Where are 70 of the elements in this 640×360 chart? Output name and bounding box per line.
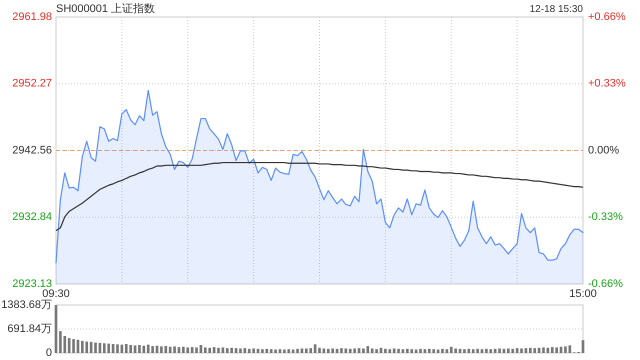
bar bbox=[432, 349, 435, 353]
bar bbox=[195, 347, 198, 353]
line-series bbox=[55, 162, 584, 232]
bar bbox=[326, 348, 330, 353]
bar bbox=[107, 344, 110, 353]
bar bbox=[468, 348, 470, 353]
y2-tick-label: +0.66% bbox=[588, 10, 626, 23]
chart-subtitle: 12-18 15:30 bbox=[530, 4, 584, 15]
bar bbox=[178, 347, 180, 353]
bar bbox=[410, 349, 414, 353]
bar bbox=[278, 349, 282, 353]
y2-tick-label: +0.33% bbox=[588, 78, 626, 90]
y-tick-label: 691.84万 bbox=[7, 322, 52, 335]
bar bbox=[156, 346, 158, 353]
bar bbox=[204, 347, 207, 353]
bar bbox=[380, 348, 382, 353]
bar bbox=[287, 349, 290, 353]
bar bbox=[348, 348, 352, 353]
bar bbox=[489, 349, 492, 353]
bar bbox=[480, 349, 484, 353]
bar bbox=[186, 347, 190, 353]
bar bbox=[582, 340, 584, 353]
bar bbox=[248, 348, 251, 353]
bar bbox=[520, 348, 523, 353]
y-tick-label: 2932.84 bbox=[12, 211, 52, 224]
bar bbox=[441, 348, 444, 353]
bar bbox=[366, 346, 370, 353]
bar bbox=[124, 344, 128, 353]
y-tick-label: 0 bbox=[46, 346, 52, 359]
bar bbox=[309, 348, 312, 353]
chart-title: SH000001 上证指数 bbox=[56, 2, 156, 15]
bar bbox=[533, 348, 536, 353]
bar bbox=[102, 343, 106, 353]
bar bbox=[164, 346, 168, 353]
bar bbox=[450, 346, 453, 353]
x-tick-label: 09:30 bbox=[42, 288, 70, 300]
bar bbox=[208, 348, 212, 353]
bar bbox=[528, 348, 532, 353]
y2-tick-label: -0.33% bbox=[588, 211, 624, 224]
x-tick-label: 15:00 bbox=[569, 288, 597, 300]
bar bbox=[54, 305, 58, 353]
bar bbox=[428, 348, 431, 353]
y2-tick-label: -0.66% bbox=[588, 278, 624, 290]
bar bbox=[265, 348, 268, 353]
bar bbox=[370, 348, 374, 353]
y2-tick-label: 0.00% bbox=[588, 144, 620, 156]
bar bbox=[116, 344, 119, 353]
bar bbox=[458, 348, 462, 353]
bar bbox=[256, 348, 260, 353]
bar bbox=[63, 336, 66, 353]
bar bbox=[472, 349, 475, 353]
y-tick-label: 2952.27 bbox=[12, 78, 52, 90]
bar bbox=[94, 342, 97, 353]
bar bbox=[226, 348, 229, 353]
bar bbox=[358, 348, 360, 353]
y-tick-label: 2923.13 bbox=[12, 278, 52, 290]
y-tick-label: 2961.98 bbox=[12, 10, 52, 23]
bar bbox=[146, 344, 150, 353]
bar bbox=[270, 349, 273, 353]
bar bbox=[168, 346, 172, 353]
bar bbox=[511, 348, 514, 353]
bar bbox=[542, 347, 545, 353]
y-tick-label: 1383.68万 bbox=[1, 298, 52, 311]
bar bbox=[550, 347, 554, 353]
bar bbox=[217, 348, 220, 353]
bar bbox=[419, 348, 422, 353]
bar bbox=[388, 349, 392, 353]
y-tick-label: 2942.56 bbox=[12, 144, 52, 156]
bar bbox=[85, 342, 88, 353]
bar bbox=[318, 348, 321, 353]
